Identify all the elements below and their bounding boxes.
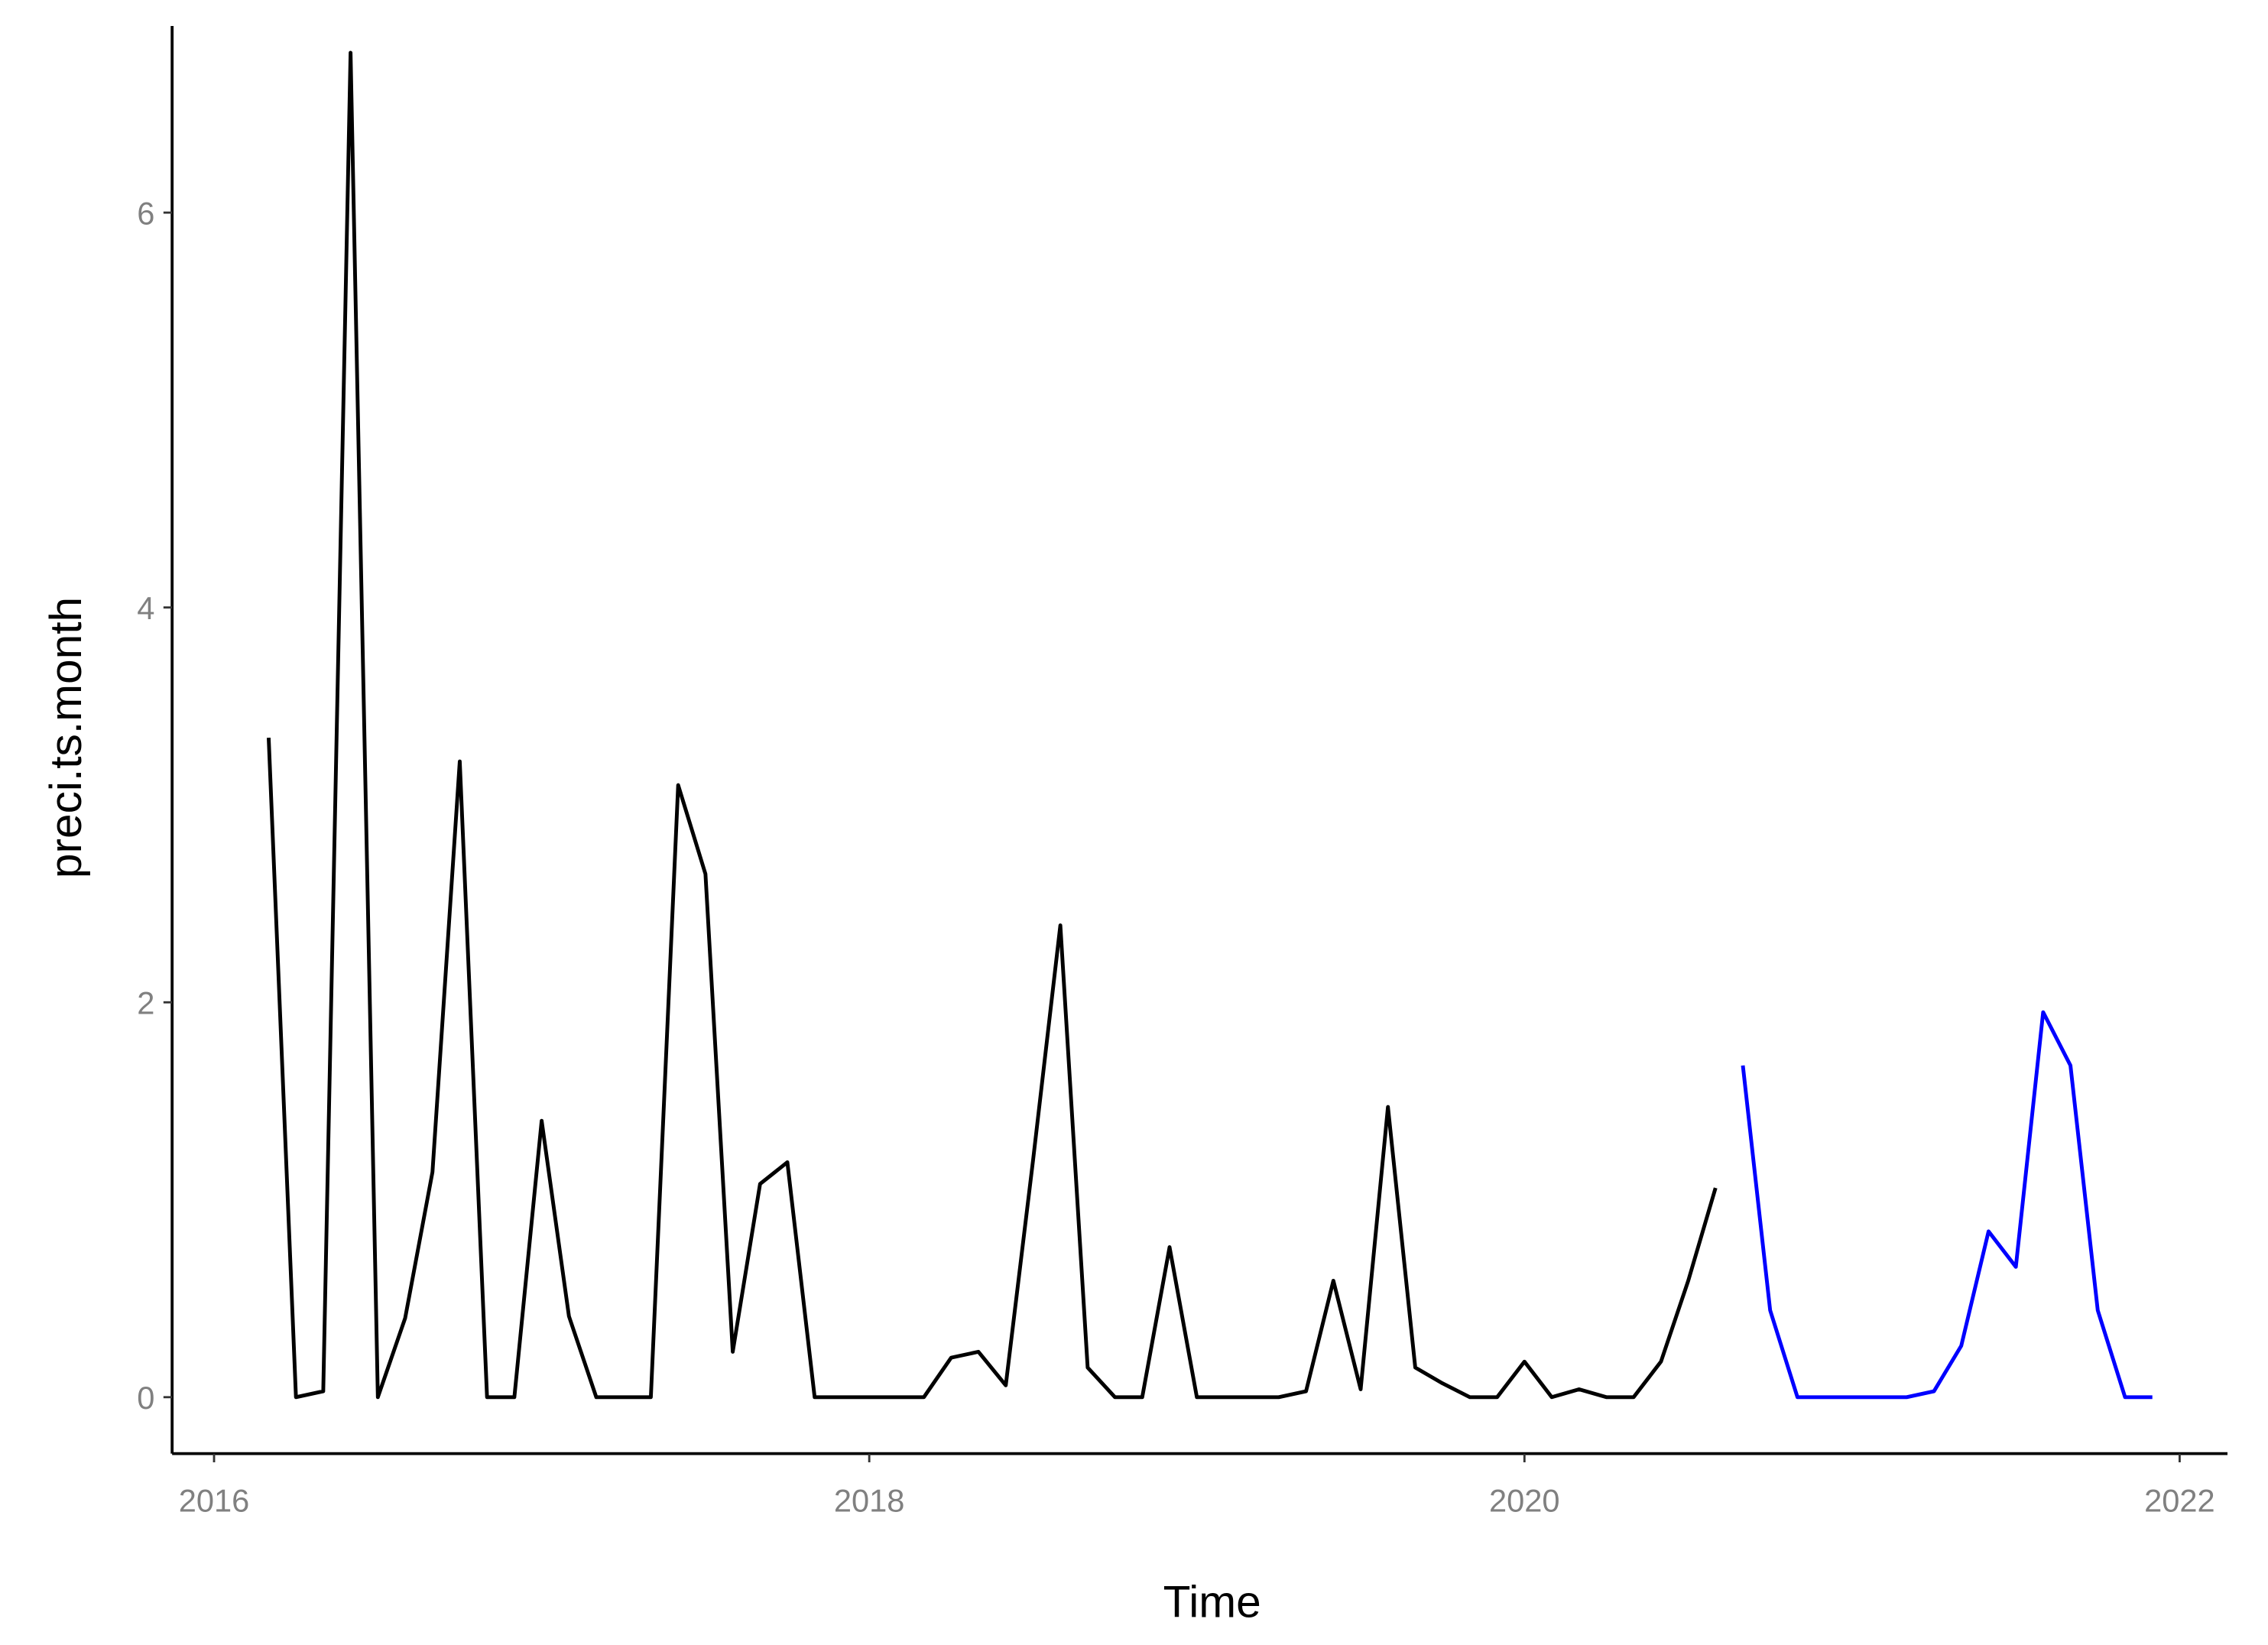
x-tick-label: 2016 (179, 1482, 250, 1518)
x-tick-label: 2018 (834, 1482, 905, 1518)
y-tick-label: 2 (137, 985, 154, 1020)
series-line (267, 50, 1718, 1400)
y-tick-label: 6 (137, 195, 154, 231)
series-line (1741, 1010, 2153, 1400)
y-axis-title: preci.ts.month (41, 597, 91, 878)
x-tick-label: 2022 (2144, 1482, 2215, 1518)
plot: Time preci.ts.month 0 2 4 6 2016 2018 2020 2022 (41, 26, 2227, 1627)
y-tick-label: 0 (137, 1380, 154, 1416)
x-axis-title: Time (1163, 1577, 1261, 1627)
x-tick-label: 2020 (1489, 1482, 1560, 1518)
y-tick-label: 4 (137, 590, 154, 626)
